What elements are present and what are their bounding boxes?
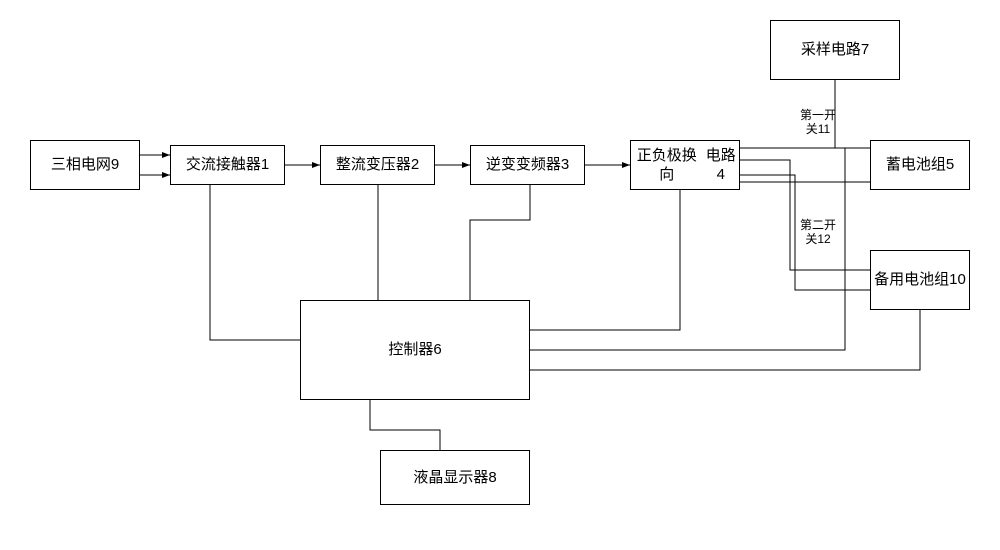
connections — [0, 0, 1000, 550]
